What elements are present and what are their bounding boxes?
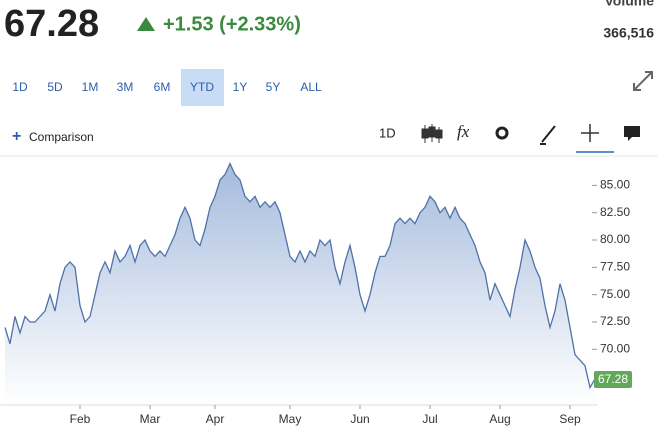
range-button[interactable]: 1Y — [233, 80, 248, 94]
y-tick-label: 72.50 — [600, 314, 630, 328]
range-button[interactable]: 5Y — [266, 80, 281, 94]
y-tick-label: 80.00 — [600, 232, 630, 246]
x-tick-label: Apr — [206, 412, 225, 426]
y-tick-label: 82.50 — [600, 205, 630, 219]
up-arrow — [137, 17, 155, 31]
y-tick-label: 75.00 — [600, 287, 630, 301]
crosshair-icon[interactable] — [581, 124, 599, 142]
y-tick-label: 70.00 — [600, 341, 630, 355]
plot: 70.00 72.50 75.00 77.50 80.00 82.50 85.00 Feb Ma… — [0, 162, 632, 426]
area-fill — [5, 163, 595, 405]
x-tick-label: Jul — [422, 412, 437, 426]
last-price-label: 67.28 — [598, 372, 628, 386]
active-range-bg — [181, 69, 224, 106]
range-button[interactable]: 1D — [12, 80, 28, 94]
x-tick-label: Sep — [559, 412, 581, 426]
candle-icon[interactable] — [421, 124, 443, 143]
expand-icon[interactable] — [633, 71, 653, 91]
plus-icon: + — [12, 128, 21, 145]
draw-icon[interactable] — [540, 125, 556, 145]
volume: 366,516 — [603, 25, 654, 41]
x-tick-label: Mar — [140, 412, 161, 426]
interval-button[interactable]: 1D — [379, 125, 396, 140]
range-button[interactable]: ALL — [300, 80, 322, 94]
settings-icon[interactable] — [495, 126, 509, 140]
range-button[interactable]: 5D — [47, 80, 63, 94]
comparison-button[interactable]: Comparison — [29, 130, 94, 144]
comment-icon[interactable] — [624, 126, 640, 141]
x-tick-label: May — [279, 412, 302, 426]
range-button[interactable]: 6M — [154, 80, 171, 94]
price: 67.28 — [4, 3, 99, 45]
range-button[interactable]: YTD — [190, 80, 214, 94]
price-line — [4, 162, 596, 390]
y-tick-label: 85.00 — [600, 178, 630, 192]
range-bar: 1D 5D 1M 3M 6M YTD 1Y 5Y ALL — [12, 69, 322, 106]
x-tick-label: Jun — [350, 412, 369, 426]
x-tick-label: Feb — [70, 412, 91, 426]
x-tick-label: Aug — [489, 412, 510, 426]
function-icon[interactable]: fx — [457, 122, 470, 141]
last-price-box — [594, 370, 632, 388]
volume-label: Volume — [604, 0, 654, 9]
range-button[interactable]: 1M — [82, 80, 99, 94]
y-tick-label: 77.50 — [600, 260, 630, 274]
price-change: +1.53 (+2.33%) — [163, 13, 301, 35]
range-button[interactable]: 3M — [117, 80, 134, 94]
